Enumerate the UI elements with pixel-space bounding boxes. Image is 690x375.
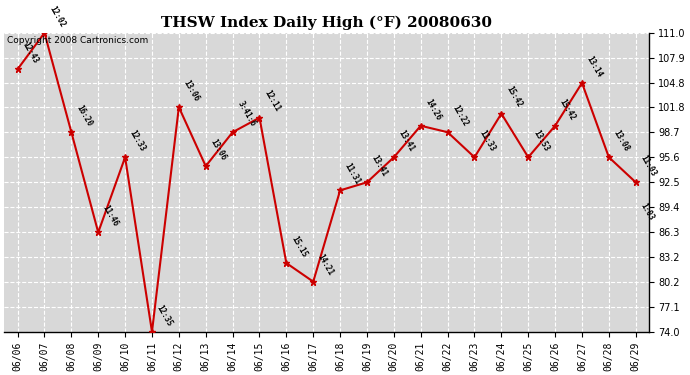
Text: 11:03: 11:03: [638, 154, 658, 178]
Text: 13:08: 13:08: [611, 129, 631, 153]
Text: 13:06: 13:06: [181, 78, 201, 103]
Text: 12:35: 12:35: [155, 303, 174, 328]
Text: 14:21: 14:21: [316, 253, 335, 278]
Text: 11:46: 11:46: [101, 204, 120, 228]
Text: 11:33: 11:33: [477, 129, 497, 153]
Text: 13:06: 13:06: [208, 138, 228, 162]
Text: 14:26: 14:26: [424, 97, 443, 122]
Title: THSW Index Daily High (°F) 20080630: THSW Index Daily High (°F) 20080630: [161, 16, 492, 30]
Text: 11:31: 11:31: [343, 162, 362, 186]
Text: 16:20: 16:20: [74, 104, 93, 128]
Text: 12:02: 12:02: [47, 4, 67, 29]
Text: 15:42: 15:42: [558, 97, 578, 122]
Text: 1:03: 1:03: [638, 202, 655, 222]
Text: Copyright 2008 Cartronics.com: Copyright 2008 Cartronics.com: [8, 36, 148, 45]
Text: 12:43: 12:43: [21, 40, 40, 65]
Text: 13:41: 13:41: [397, 129, 416, 153]
Text: 13:14: 13:14: [584, 54, 604, 79]
Text: 13:53: 13:53: [531, 129, 551, 153]
Text: 15:42: 15:42: [504, 85, 524, 109]
Text: 12:11: 12:11: [262, 89, 282, 114]
Text: 15:15: 15:15: [289, 234, 308, 259]
Text: 3:41:6: 3:41:6: [235, 99, 257, 128]
Text: 12:22: 12:22: [451, 104, 470, 128]
Text: 12:33: 12:33: [128, 129, 147, 153]
Text: 13:41: 13:41: [370, 154, 389, 178]
